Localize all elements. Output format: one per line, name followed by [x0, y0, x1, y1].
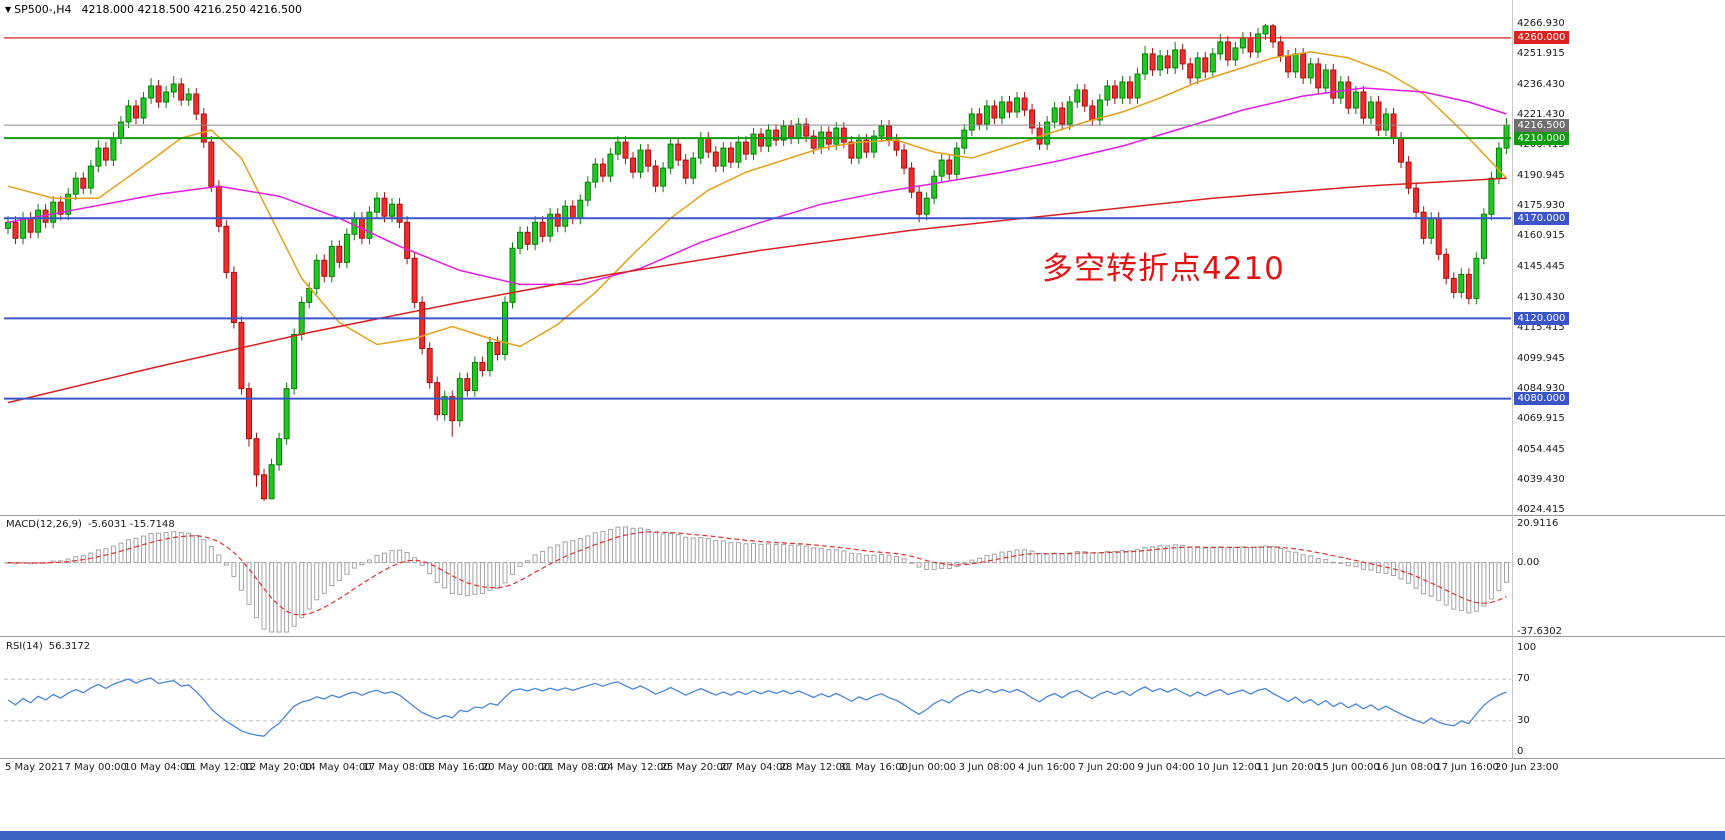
rsi-name: RSI(14) [6, 641, 43, 652]
price-axis-label: 4054.445 [1517, 443, 1565, 455]
time-axis-label: 10 May 04:00 [124, 762, 193, 773]
chart-menu-icon[interactable]: ▼ [5, 5, 12, 14]
price-axis-label: 4266.930 [1517, 18, 1565, 29]
price-axis-label: 4069.915 [1517, 412, 1565, 424]
candles [5, 23, 1510, 501]
price-badge-4216.5: 4216.500 [1514, 118, 1569, 132]
price-axis-label: 4190.945 [1517, 170, 1565, 182]
macd-name: MACD(12,26,9) [6, 519, 82, 530]
ma-medium-magenta [7, 87, 1507, 286]
time-axis-label: 9 Jun 04:00 [1137, 762, 1195, 773]
ma-slow-red [7, 177, 1507, 404]
time-axis-label: 20 May 00:00 [481, 762, 551, 773]
price-axis-label: 4206.415 [1517, 139, 1565, 151]
time-axis-label: 20 Jun 23:00 [1495, 762, 1559, 773]
time-axis-label: 31 May 16:00 [839, 762, 908, 773]
price-axis-label: 4145.445 [1517, 261, 1565, 273]
time-axis-label: 2 Jun 00:00 [899, 762, 957, 773]
time-axis-label: 7 May 00:00 [64, 762, 127, 773]
time-axis-label: 15 Jun 00:00 [1316, 762, 1380, 773]
price-badge-4170: 4170.000 [1514, 211, 1569, 225]
time-axis-label: 3 Jun 08:00 [958, 762, 1016, 773]
time-axis-label: 11 Jun 20:00 [1256, 762, 1321, 773]
chart-header: ▼ SP500-,H4 4218.000 4218.500 4216.250 421… [5, 3, 302, 16]
price-axis-label: 4221.430 [1517, 109, 1565, 121]
macd-axis-label: 20.9116 [1517, 518, 1559, 529]
price-axis-label: 4115.415 [1517, 321, 1565, 333]
time-axis-label: 12 May 20:00 [243, 762, 312, 773]
time-axis-label: 4 Jun 16:00 [1018, 762, 1076, 773]
rsi-axis-label: 70 [1517, 673, 1530, 685]
macd-header: MACD(12,26,9) -5.6031 -15.7148 [6, 519, 175, 530]
rsi-value: 56.3172 [48, 641, 91, 652]
price-axis-label: 4099.945 [1517, 352, 1565, 364]
price-badge-4260: 4260.000 [1514, 31, 1569, 45]
macd-signal-line [7, 531, 1507, 616]
time-axis-label: 27 May 04:00 [720, 762, 789, 773]
time-axis-label: 11 May 12:00 [183, 762, 253, 773]
time-axis-label: 5 May 2021 [5, 762, 64, 773]
symbol-timeframe: SP500-,H4 [14, 3, 72, 16]
time-axis-label: 14 May 04:00 [303, 762, 372, 773]
price-axis-label: 4039.430 [1517, 473, 1565, 485]
time-axis-label: 21 May 08:00 [541, 762, 610, 773]
time-axis-label: 24 May 12:00 [601, 762, 670, 773]
time-axis-label: 10 Jun 12:00 [1197, 762, 1261, 773]
time-axis-label: 28 May 12:00 [779, 762, 849, 773]
rsi-axis-label: 0 [1517, 746, 1524, 757]
window-bottom-bar [0, 831, 1725, 840]
price-badge-4120: 4120.000 [1514, 311, 1569, 325]
macd-axis-label: 0.00 [1517, 556, 1540, 568]
price-axis-label: 4236.430 [1517, 79, 1565, 91]
rsi-line [7, 677, 1507, 737]
time-axis-label: 18 May 16:00 [422, 762, 491, 773]
rsi-axis-label: 30 [1517, 714, 1530, 726]
price-axis-label: 4175.930 [1517, 200, 1565, 212]
price-axis-label: 4160.915 [1517, 230, 1565, 242]
rsi-axis-label: 100 [1517, 642, 1537, 653]
price-axis-label: 4024.415 [1517, 504, 1565, 515]
macd-axis-label: -37.6302 [1517, 626, 1562, 637]
annotation-text[interactable]: 多空转折点4210 [1042, 251, 1285, 287]
time-axis-label: 17 May 08:00 [362, 762, 432, 773]
macd-values: -5.6031 -15.7148 [87, 519, 175, 530]
price-axis-label: 4251.915 [1517, 48, 1565, 60]
time-axis-label: 17 Jun 16:00 [1435, 762, 1499, 773]
price-badge-4080: 4080.000 [1514, 392, 1569, 406]
rsi-header: RSI(14) 56.3172 [6, 641, 90, 652]
time-axis-label: 7 Jun 20:00 [1077, 762, 1135, 773]
price-badge-4210: 4210.000 [1514, 131, 1569, 145]
ohlc-values: 4218.000 4218.500 4216.250 4216.500 [81, 3, 302, 16]
ma-fast-orange [7, 51, 1508, 348]
price-axis-label: 4084.930 [1517, 382, 1565, 394]
time-axis-label: 25 May 20:00 [660, 762, 730, 773]
price-axis-label: 4130.430 [1517, 291, 1565, 303]
macd-histogram [5, 526, 1509, 633]
time-axis-label: 16 Jun 08:00 [1375, 762, 1440, 773]
